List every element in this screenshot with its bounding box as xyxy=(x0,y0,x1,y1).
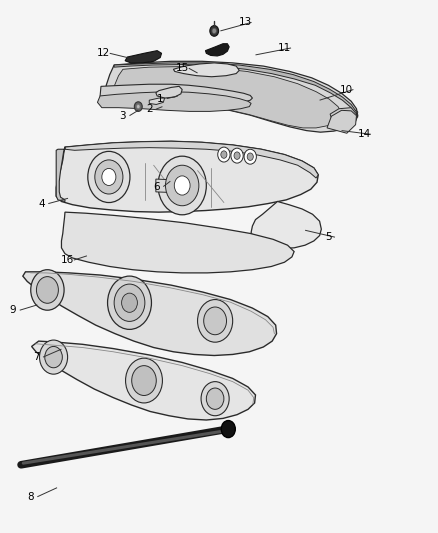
Polygon shape xyxy=(149,98,164,104)
Polygon shape xyxy=(105,61,357,132)
Polygon shape xyxy=(97,92,251,111)
Text: 11: 11 xyxy=(277,43,290,53)
Circle shape xyxy=(233,152,240,159)
Polygon shape xyxy=(329,108,357,125)
Circle shape xyxy=(45,346,62,368)
Polygon shape xyxy=(114,63,357,117)
Text: 2: 2 xyxy=(145,104,152,114)
Polygon shape xyxy=(125,51,161,63)
Circle shape xyxy=(36,277,58,303)
Circle shape xyxy=(221,421,235,438)
Text: 8: 8 xyxy=(27,492,34,502)
Circle shape xyxy=(158,156,206,215)
Circle shape xyxy=(31,270,64,310)
Circle shape xyxy=(230,148,243,163)
Text: 7: 7 xyxy=(33,352,40,362)
Circle shape xyxy=(88,151,130,203)
Circle shape xyxy=(134,102,142,111)
Circle shape xyxy=(247,153,253,160)
Circle shape xyxy=(131,366,156,395)
Text: 5: 5 xyxy=(324,232,331,242)
Text: 13: 13 xyxy=(238,18,251,27)
Circle shape xyxy=(217,147,230,162)
Polygon shape xyxy=(205,44,229,56)
Circle shape xyxy=(244,149,256,164)
Circle shape xyxy=(121,293,137,312)
Text: 10: 10 xyxy=(339,85,353,94)
Text: 3: 3 xyxy=(119,111,126,120)
Circle shape xyxy=(209,26,218,36)
Circle shape xyxy=(136,104,140,109)
Circle shape xyxy=(114,284,145,321)
Polygon shape xyxy=(56,147,65,201)
Polygon shape xyxy=(155,179,182,193)
Circle shape xyxy=(95,160,123,194)
Polygon shape xyxy=(32,341,255,420)
Circle shape xyxy=(212,28,216,34)
Text: 4: 4 xyxy=(38,199,45,208)
Polygon shape xyxy=(61,212,293,273)
Polygon shape xyxy=(251,201,321,248)
Circle shape xyxy=(102,168,116,185)
Circle shape xyxy=(201,382,229,416)
Text: 16: 16 xyxy=(60,255,74,265)
Text: 1: 1 xyxy=(156,94,163,103)
Circle shape xyxy=(39,340,67,374)
Text: 6: 6 xyxy=(153,182,160,191)
Circle shape xyxy=(107,276,151,329)
Polygon shape xyxy=(173,63,239,77)
Polygon shape xyxy=(56,141,318,212)
Circle shape xyxy=(165,165,198,206)
Text: 14: 14 xyxy=(357,130,370,139)
Circle shape xyxy=(203,307,226,335)
Polygon shape xyxy=(326,110,356,133)
Polygon shape xyxy=(65,141,318,178)
Polygon shape xyxy=(23,272,276,356)
Circle shape xyxy=(125,358,162,403)
Circle shape xyxy=(197,300,232,342)
Circle shape xyxy=(174,176,190,195)
Text: 15: 15 xyxy=(175,63,188,73)
Text: 12: 12 xyxy=(96,49,110,58)
Polygon shape xyxy=(100,84,252,106)
Polygon shape xyxy=(113,67,341,128)
Text: 9: 9 xyxy=(10,305,17,315)
Circle shape xyxy=(220,151,226,158)
Polygon shape xyxy=(155,86,182,98)
Circle shape xyxy=(206,388,223,409)
